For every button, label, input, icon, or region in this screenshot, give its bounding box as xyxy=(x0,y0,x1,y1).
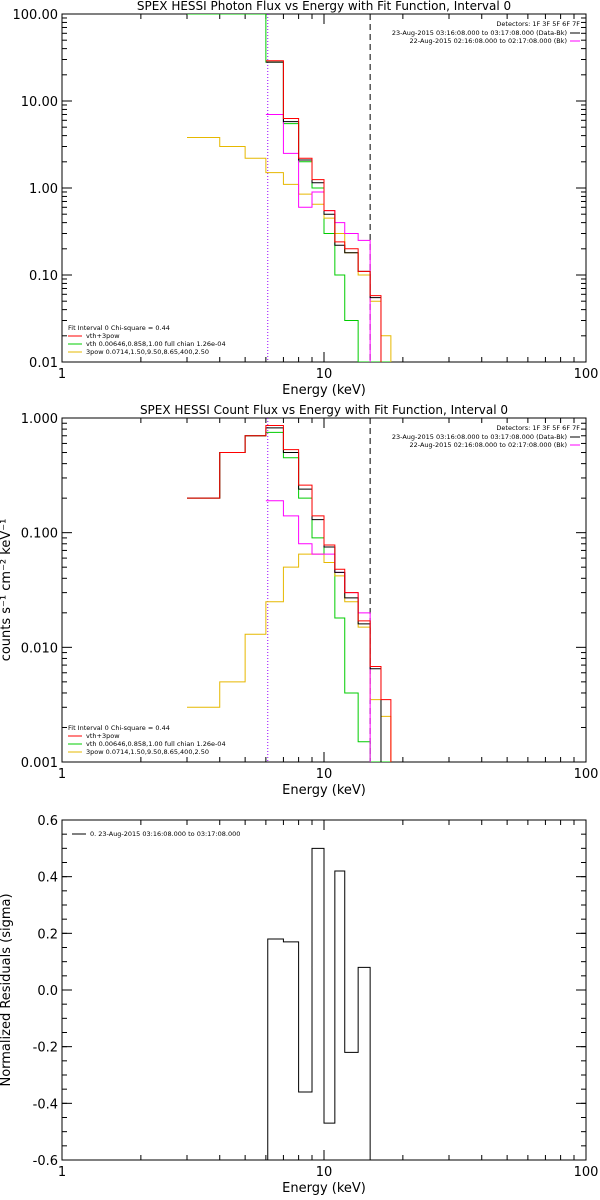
series-line-1 xyxy=(187,14,391,362)
fit-legend-label: vth+3pow xyxy=(86,732,120,740)
y-tick-label: 0.01 xyxy=(29,356,58,371)
y-tick-label: 100.00 xyxy=(13,8,59,23)
series-line-2 xyxy=(187,137,392,362)
series-line-5 xyxy=(265,60,382,362)
series-line-2 xyxy=(187,553,392,762)
y-tick-label: 1.000 xyxy=(21,412,58,427)
y-tick-label: 1.00 xyxy=(29,182,58,197)
chart-panel-1: SPEX HESSI Photon Flux vs Energy with Fi… xyxy=(13,0,599,398)
chart-title: SPEX HESSI Count Flux vs Energy with Fit… xyxy=(140,403,508,417)
x-tick-label: 100 xyxy=(574,767,599,782)
legend-label: 23-Aug-2015 03:16:08.000 to 03:17:08.000… xyxy=(392,433,567,441)
y-tick-label: 0.0 xyxy=(37,984,58,999)
chart-panel-2: SPEX HESSI Count Flux vs Energy with Fit… xyxy=(0,403,598,798)
legend-label: 0. 23-Aug-2015 03:16:08.000 to 03:17:08.… xyxy=(90,830,240,838)
series-line-4 xyxy=(187,427,382,762)
plot-area xyxy=(187,14,392,362)
x-axis-label: Energy (keV) xyxy=(282,783,366,798)
x-axis-label: Energy (keV) xyxy=(282,383,366,398)
x-tick-label: 1 xyxy=(58,1165,66,1180)
y-tick-label: -0.2 xyxy=(33,1041,58,1056)
y-axis-label: Normalized Residuals (sigma) xyxy=(0,893,14,1086)
x-tick-label: 10 xyxy=(316,1165,333,1180)
x-tick-label: 10 xyxy=(316,367,333,382)
fit-legend-label: 3pow 0.0714,1.50,9.50,8.65,400,2.50 xyxy=(86,748,209,756)
chart-panel-3: 1 10 100 Energy (keV) -0.6 -0.4 -0.2 0.0 0.2 0.4 0… xyxy=(0,814,598,1196)
y-tick-label: 0.2 xyxy=(37,927,58,942)
series-line-3 xyxy=(265,500,371,762)
y-tick-label: 0.100 xyxy=(21,527,58,542)
legend-label: 22-Aug-2015 02:16:08.000 to 02:17:08.000… xyxy=(410,37,567,45)
series-line-1 xyxy=(187,431,391,762)
legend-header: Detectors: 1F 3F 5F 6F 7F xyxy=(496,424,580,432)
x-axis-label: Energy (keV) xyxy=(282,1181,366,1196)
x-tick-label: 100 xyxy=(574,1165,599,1180)
y-tick-label: -0.6 xyxy=(33,1154,58,1169)
x-tick-label: 1 xyxy=(58,767,66,782)
fit-legend-label: vth+3pow xyxy=(86,332,120,340)
series-line-3 xyxy=(265,113,371,362)
legend-header: Detectors: 1F 3F 5F 6F 7F xyxy=(496,20,580,28)
x-tick-label: 1 xyxy=(58,367,66,382)
legend-label: 22-Aug-2015 02:16:08.000 to 02:17:08.000… xyxy=(410,441,567,449)
y-tick-label: 0.010 xyxy=(21,641,58,656)
x-tick-label: 100 xyxy=(574,367,599,382)
plot-area xyxy=(187,418,392,762)
plot-area xyxy=(267,847,371,1160)
y-tick-label: 0.001 xyxy=(21,756,58,771)
y-axis-label: counts s⁻¹ cm⁻² keV⁻¹ xyxy=(0,519,14,662)
chart-title: SPEX HESSI Photon Flux vs Energy with Fi… xyxy=(137,0,511,13)
fit-legend-label: vth 0.00646,0.858,1.00 full chian 1.26e-… xyxy=(86,740,226,748)
y-tick-label: 0.10 xyxy=(29,269,58,284)
y-tick-label: 10.00 xyxy=(21,95,58,110)
legend-label: 23-Aug-2015 03:16:08.000 to 03:17:08.000… xyxy=(392,29,567,37)
fit-legend-label: 3pow 0.0714,1.50,9.50,8.65,400,2.50 xyxy=(86,348,209,356)
x-tick-label: 10 xyxy=(316,767,333,782)
series-line-5 xyxy=(187,425,392,762)
fit-legend-label: vth 0.00646,0.858,1.00 full chian 1.26e-… xyxy=(86,340,226,348)
y-tick-label: 0.6 xyxy=(37,814,58,829)
plot-frame xyxy=(61,417,587,763)
y-tick-label: 0.4 xyxy=(37,871,58,886)
series-line-1 xyxy=(267,847,371,1160)
fit-legend-header: Fit Interval 0 Chi-square = 0.44 xyxy=(68,324,170,332)
y-tick-label: -0.4 xyxy=(33,1097,58,1112)
fit-legend-header: Fit Interval 0 Chi-square = 0.44 xyxy=(68,724,170,732)
